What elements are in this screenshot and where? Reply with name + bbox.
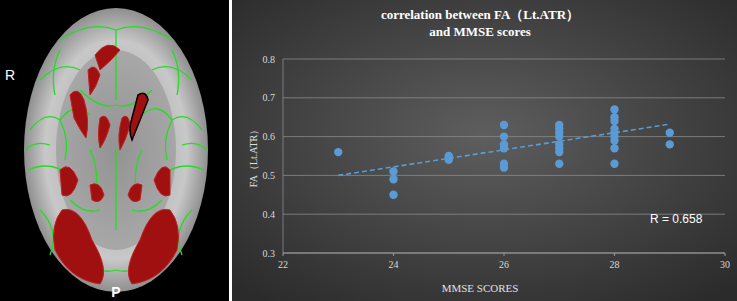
title-line: and MMSE scores bbox=[429, 24, 531, 39]
x-tick bbox=[504, 253, 505, 256]
y-tick-label: 0.5 bbox=[263, 170, 276, 181]
x-tick-label: 24 bbox=[389, 259, 399, 270]
data-point bbox=[666, 140, 674, 148]
brain-panel bbox=[0, 0, 229, 301]
orientation-label: P bbox=[111, 284, 120, 300]
y-tick-label: 0.7 bbox=[263, 92, 276, 103]
brain-image bbox=[24, 8, 208, 292]
x-tick-label: 30 bbox=[720, 259, 730, 270]
data-point bbox=[610, 117, 618, 125]
data-point bbox=[610, 144, 618, 152]
x-axis-label: MMSE SCORES bbox=[442, 282, 519, 294]
plot-data bbox=[334, 105, 674, 199]
skeleton-tract bbox=[182, 143, 207, 150]
data-point bbox=[610, 136, 618, 144]
figure: R Pcorrelation between FA（Lt.ATR） and MMSE… bbox=[0, 0, 737, 301]
grid-line bbox=[283, 175, 725, 176]
data-point bbox=[500, 121, 508, 129]
y-tick-label: 0.8 bbox=[263, 54, 276, 65]
data-point bbox=[555, 160, 563, 168]
lt-atr-outline bbox=[130, 93, 148, 140]
skeleton-tract bbox=[142, 109, 202, 130]
significant-cluster bbox=[54, 209, 104, 284]
significant-cluster bbox=[99, 116, 111, 148]
x-tick-label: 28 bbox=[610, 259, 620, 270]
chart-background bbox=[232, 0, 737, 301]
significant-cluster bbox=[60, 167, 78, 196]
y-tick-label: 0.3 bbox=[263, 248, 276, 259]
skeleton-tract bbox=[172, 50, 179, 95]
data-point bbox=[610, 105, 618, 113]
data-point bbox=[610, 160, 618, 168]
annotation: R = 0.658 bbox=[650, 212, 703, 226]
significant-cluster bbox=[90, 184, 104, 202]
chart-title: correlation between FA（Lt.ATR） and MMSE s… bbox=[381, 7, 579, 39]
y-axis-line bbox=[283, 59, 284, 253]
skeleton-tract bbox=[40, 210, 53, 255]
data-point bbox=[666, 129, 674, 137]
x-tick bbox=[614, 253, 615, 256]
data-point bbox=[555, 132, 563, 140]
significant-cluster bbox=[70, 91, 88, 138]
x-tick-label: 26 bbox=[499, 259, 509, 270]
significant-cluster bbox=[88, 67, 100, 95]
data-point bbox=[389, 175, 397, 183]
significant-cluster bbox=[128, 184, 142, 202]
skeleton-tract bbox=[40, 67, 80, 80]
significant-cluster bbox=[95, 45, 120, 70]
skeleton-tract bbox=[115, 30, 116, 100]
grid-line bbox=[283, 97, 725, 98]
data-point bbox=[500, 132, 508, 140]
skeleton-tract bbox=[165, 120, 172, 160]
skeleton-tract bbox=[60, 120, 67, 160]
grid-line bbox=[283, 59, 725, 60]
data-point bbox=[389, 191, 397, 199]
data-point bbox=[334, 148, 342, 156]
skeleton-tract bbox=[115, 150, 116, 230]
y-tick-label: 0.4 bbox=[263, 209, 276, 220]
significant-cluster bbox=[130, 93, 148, 140]
trend-line bbox=[338, 124, 670, 175]
data-point bbox=[500, 163, 508, 171]
skeleton-tract bbox=[179, 210, 192, 255]
y-tick-label: 0.6 bbox=[263, 131, 276, 142]
significant-cluster bbox=[128, 209, 178, 284]
significant-cluster bbox=[119, 116, 130, 150]
x-tick bbox=[283, 253, 284, 256]
y-axis-label: FA（Lt.ATR） bbox=[248, 125, 259, 187]
data-point bbox=[500, 144, 508, 152]
x-tick-label: 22 bbox=[278, 259, 288, 270]
skeleton-tract bbox=[53, 50, 60, 95]
skeleton-tract bbox=[152, 67, 192, 80]
x-tick bbox=[393, 253, 394, 256]
significant-cluster bbox=[154, 167, 170, 196]
brain-slice bbox=[24, 8, 208, 292]
data-point bbox=[555, 148, 563, 156]
skeleton-tract bbox=[25, 143, 50, 150]
data-point bbox=[389, 167, 397, 175]
title-line: correlation between FA（Lt.ATR） bbox=[381, 7, 579, 22]
separator bbox=[229, 0, 232, 301]
orientation-label: R bbox=[5, 67, 15, 83]
x-tick bbox=[725, 253, 726, 256]
